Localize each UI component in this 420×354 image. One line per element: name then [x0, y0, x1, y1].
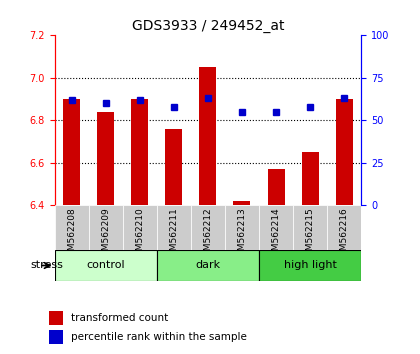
Bar: [49, 311, 63, 325]
Bar: [302, 152, 319, 205]
Text: stress: stress: [31, 261, 63, 270]
Bar: [259, 205, 293, 250]
Bar: [55, 205, 89, 250]
Text: GSM562208: GSM562208: [67, 207, 76, 262]
Text: GSM562212: GSM562212: [203, 207, 213, 262]
Text: GSM562215: GSM562215: [306, 207, 315, 262]
Bar: [336, 99, 353, 205]
Text: GSM562209: GSM562209: [101, 207, 110, 262]
Text: control: control: [87, 261, 125, 270]
Text: GSM562210: GSM562210: [135, 207, 144, 262]
Title: GDS3933 / 249452_at: GDS3933 / 249452_at: [131, 19, 284, 33]
Bar: [259, 250, 361, 281]
Bar: [165, 129, 182, 205]
Bar: [97, 112, 114, 205]
Bar: [157, 250, 259, 281]
Text: GSM562216: GSM562216: [340, 207, 349, 262]
Bar: [191, 205, 225, 250]
Bar: [55, 250, 157, 281]
Bar: [200, 67, 216, 205]
Bar: [123, 205, 157, 250]
Text: GSM562213: GSM562213: [237, 207, 247, 262]
Text: transformed count: transformed count: [71, 313, 168, 323]
Text: GSM562211: GSM562211: [169, 207, 178, 262]
Text: GSM562214: GSM562214: [272, 207, 281, 262]
Bar: [157, 205, 191, 250]
Bar: [293, 205, 327, 250]
Bar: [225, 205, 259, 250]
Bar: [327, 205, 361, 250]
Bar: [131, 99, 148, 205]
Text: high light: high light: [284, 261, 336, 270]
Bar: [234, 201, 250, 205]
Bar: [49, 330, 63, 343]
Text: dark: dark: [195, 261, 220, 270]
Bar: [63, 99, 80, 205]
Bar: [268, 169, 285, 205]
Bar: [89, 205, 123, 250]
Text: percentile rank within the sample: percentile rank within the sample: [71, 332, 247, 342]
